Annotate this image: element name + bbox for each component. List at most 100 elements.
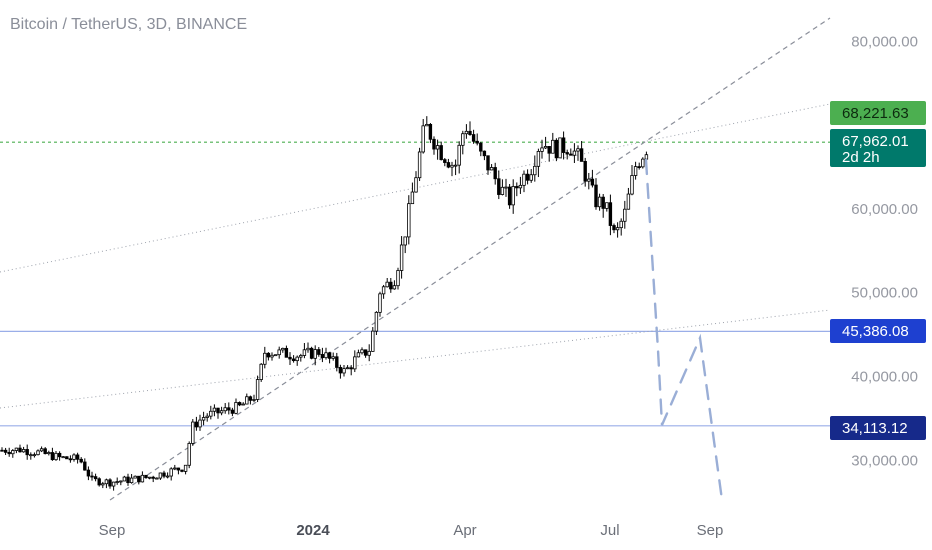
time-tick-1: 2024 — [296, 522, 330, 539]
candle-82 — [295, 355, 299, 366]
candle-69 — [248, 395, 253, 405]
candle-125 — [450, 161, 454, 177]
candle-160 — [576, 145, 580, 161]
candle-43 — [155, 477, 159, 480]
chart-title: Bitcoin / TetherUS, 3D, BINANCE — [10, 16, 248, 33]
price-tick-4: 30,000.00 — [851, 452, 918, 469]
candlesticks — [0, 116, 649, 491]
candle-55 — [198, 414, 202, 431]
candle-62 — [223, 403, 227, 414]
candle-21 — [75, 452, 80, 464]
candle-90 — [324, 347, 328, 360]
candle-8 — [29, 452, 33, 460]
candle-106 — [381, 284, 386, 299]
candle-119 — [428, 122, 433, 144]
candle-121 — [435, 139, 440, 160]
candle-161 — [579, 141, 584, 162]
candle-25 — [90, 471, 94, 481]
candle-51 — [183, 464, 188, 475]
candle-92 — [331, 352, 335, 361]
candle-122 — [439, 141, 443, 161]
candle-18 — [65, 456, 69, 460]
candle-101 — [363, 349, 368, 358]
candle-94 — [338, 364, 343, 379]
candle-108 — [389, 277, 393, 293]
candle-115 — [414, 171, 418, 193]
candle-58 — [209, 405, 213, 420]
candle-151 — [543, 136, 548, 149]
candle-30 — [108, 478, 112, 489]
candle-138 — [497, 170, 501, 200]
candle-128 — [461, 130, 465, 155]
candle-17 — [61, 456, 65, 459]
candle-99 — [356, 349, 361, 358]
candle-40 — [144, 474, 148, 479]
candle-127 — [457, 141, 461, 174]
candle-57 — [205, 413, 209, 422]
candle-28 — [101, 481, 105, 489]
candle-68 — [245, 393, 249, 405]
time-tick-4: Sep — [697, 522, 724, 539]
candle-39 — [140, 471, 145, 483]
time-tick-3: Jul — [600, 522, 619, 539]
candle-157 — [565, 149, 569, 160]
candle-112 — [403, 236, 407, 254]
candle-59 — [212, 404, 217, 417]
candle-84 — [302, 343, 307, 359]
candle-173 — [623, 200, 627, 229]
candle-116 — [417, 147, 422, 182]
candle-12 — [43, 447, 47, 455]
candle-91 — [327, 351, 332, 364]
price-axis: 80,000.00 60,000.00 50,000.00 40,000.00 30,0… — [851, 33, 918, 469]
candle-177 — [637, 162, 641, 170]
candle-131 — [471, 129, 476, 144]
candle-27 — [97, 477, 101, 487]
candle-178 — [641, 157, 645, 169]
candle-133 — [479, 141, 483, 157]
candle-49 — [176, 467, 181, 475]
candle-63 — [227, 402, 231, 415]
candle-164 — [590, 169, 595, 188]
candle-73 — [263, 346, 267, 369]
candle-85 — [306, 342, 310, 353]
candle-77 — [277, 346, 281, 359]
candle-61 — [219, 406, 224, 416]
price-tag-0: 68,221.63 — [830, 101, 926, 125]
candle-132 — [475, 133, 479, 146]
candle-143 — [515, 182, 519, 197]
candle-16 — [57, 451, 62, 461]
price-tag-3: 34,113.12 — [830, 416, 926, 440]
price-tick-2: 50,000.00 — [851, 285, 918, 302]
candle-14 — [50, 447, 55, 461]
candle-87 — [313, 345, 317, 366]
candle-109 — [392, 280, 397, 290]
time-axis: Sep 2024 Apr Jul Sep — [99, 522, 724, 539]
candle-171 — [615, 222, 620, 238]
support-trend-line — [109, 17, 831, 501]
candle-32 — [115, 477, 119, 485]
candle-142 — [511, 179, 515, 214]
candle-10 — [36, 449, 40, 456]
candle-24 — [86, 466, 91, 481]
candle-34 — [122, 475, 127, 482]
candle-41 — [147, 476, 152, 480]
candle-176 — [633, 161, 638, 180]
candle-35 — [126, 473, 130, 486]
candle-11 — [39, 446, 44, 453]
svg-text:67,962.01: 67,962.01 — [842, 133, 909, 150]
candle-144 — [518, 176, 523, 194]
candle-6 — [21, 446, 26, 453]
candle-103 — [371, 327, 375, 352]
candle-4 — [14, 447, 19, 454]
candle-76 — [273, 354, 278, 357]
candle-114 — [410, 182, 415, 205]
candle-168 — [605, 202, 609, 212]
projection-path — [644, 158, 724, 502]
time-tick-0: Sep — [99, 522, 126, 539]
candle-140 — [504, 178, 508, 197]
candle-54 — [194, 416, 199, 431]
candle-22 — [79, 457, 83, 464]
